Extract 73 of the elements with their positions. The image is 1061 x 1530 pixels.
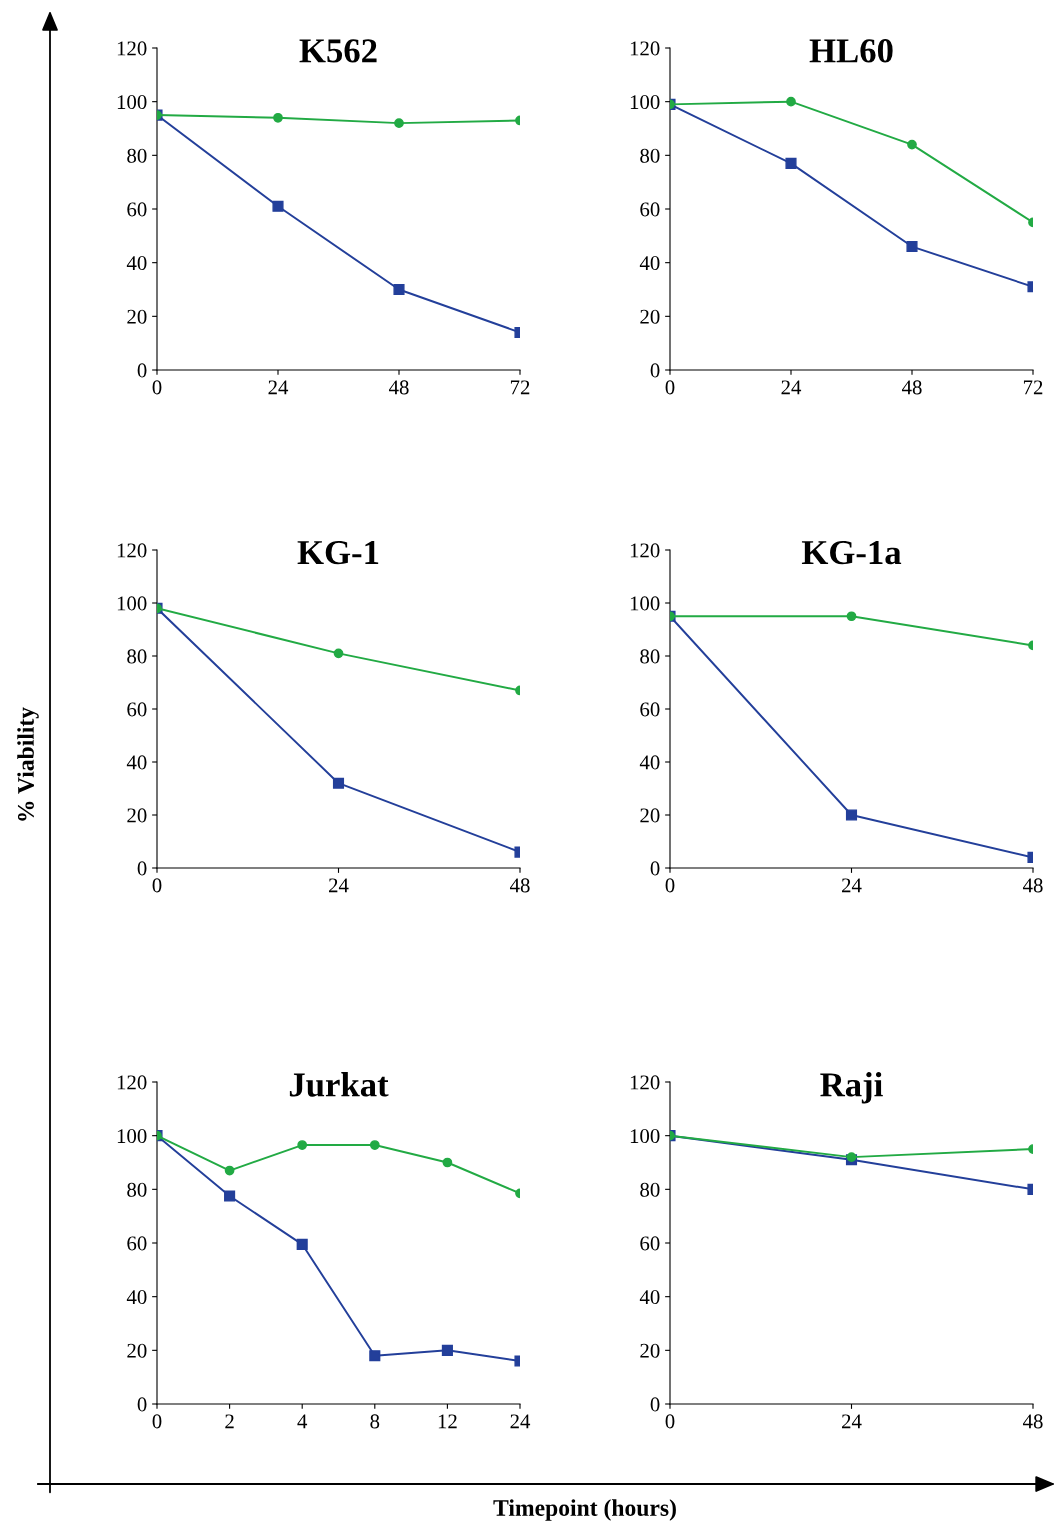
x-tick-label: 48 (901, 380, 922, 395)
y-tick-label: 60 (640, 202, 660, 217)
y-tick-label: 20 (640, 309, 660, 324)
x-tick-label: 24 (329, 878, 349, 893)
y-tick-label: 80 (640, 649, 660, 664)
y-tick-label: 100 (117, 596, 147, 611)
x-tick-label: 2 (225, 1414, 234, 1429)
chart-title: Raji (820, 1072, 883, 1104)
x-tick-label: 24 (510, 1414, 531, 1429)
y-tick-label: 0 (137, 861, 147, 876)
y-tick-label: 60 (640, 1236, 660, 1251)
y-tick-label: 60 (640, 702, 660, 717)
x-tick-label: 72 (510, 380, 530, 395)
x-tick-label: 24 (842, 1414, 862, 1429)
y-tick-label: 20 (127, 309, 147, 324)
chart-title: KG-1a (801, 540, 902, 565)
y-tick-label: 80 (127, 649, 147, 664)
x-tick-label: 48 (1022, 878, 1043, 893)
y-tick-label: 120 (117, 1075, 147, 1090)
y-tick-label: 40 (639, 256, 660, 271)
y-tick-label: 40 (639, 1290, 660, 1305)
x-tick-label: 0 (152, 878, 162, 893)
chart-title: K562 (299, 39, 377, 63)
y-tick-label: 20 (640, 1343, 660, 1358)
x-tick-label: 0 (665, 1414, 675, 1429)
chart-title: KG-1 (297, 540, 379, 565)
x-tick-label: 0 (665, 380, 675, 395)
y-tick-label: 60 (127, 702, 147, 717)
x-tick-label: 48 (1022, 1414, 1043, 1429)
y-tick-label: 120 (630, 1075, 660, 1090)
y-tick-label: 60 (127, 202, 147, 217)
x-tick-label: 0 (665, 878, 675, 893)
x-tick-label: 0 (152, 1414, 162, 1429)
y-tick-label: 120 (117, 41, 147, 56)
x-tick-label: 4 (297, 1414, 308, 1429)
y-tick-label: 0 (650, 1397, 660, 1412)
chart-title: Jurkat (289, 1072, 389, 1097)
y-tick-label: 80 (640, 1182, 660, 1197)
y-tick-label: 80 (640, 148, 660, 163)
y-tick-label: 20 (127, 1343, 147, 1358)
y-tick-label: 100 (630, 95, 660, 110)
x-tick-label: 24 (268, 380, 289, 395)
y-tick-label: 20 (640, 808, 660, 823)
x-axis-title: Timepoint (hours) (493, 1499, 676, 1521)
y-tick-label: 40 (126, 755, 147, 770)
x-tick-label: 8 (370, 1414, 380, 1429)
x-tick-label: 0 (152, 380, 162, 395)
y-tick-label: 0 (137, 363, 147, 378)
x-tick-label: 72 (1023, 380, 1043, 395)
y-tick-label: 120 (117, 543, 147, 558)
x-tick-label: 24 (781, 380, 802, 395)
y-tick-label: 100 (117, 1129, 147, 1144)
y-tick-label: 80 (127, 1182, 147, 1197)
y-tick-label: 100 (630, 1129, 660, 1144)
x-tick-label: 24 (842, 878, 862, 893)
x-tick-label: 48 (509, 878, 530, 893)
chart-title: HL60 (809, 39, 893, 63)
y-tick-label: 0 (137, 1397, 147, 1412)
y-tick-label: 40 (126, 1290, 147, 1305)
y-axis-title: % Viability (17, 707, 39, 821)
y-tick-label: 120 (630, 41, 660, 56)
x-tick-label: 48 (388, 380, 409, 395)
y-tick-label: 0 (650, 861, 660, 876)
y-tick-label: 0 (650, 363, 660, 378)
y-tick-label: 120 (630, 543, 660, 558)
y-tick-label: 40 (126, 256, 147, 271)
y-tick-label: 100 (117, 95, 147, 110)
y-tick-label: 60 (127, 1236, 147, 1251)
y-tick-label: 40 (639, 755, 660, 770)
y-tick-label: 20 (127, 808, 147, 823)
y-tick-label: 100 (630, 596, 660, 611)
y-tick-label: 80 (127, 148, 147, 163)
x-tick-label: 12 (438, 1414, 457, 1429)
